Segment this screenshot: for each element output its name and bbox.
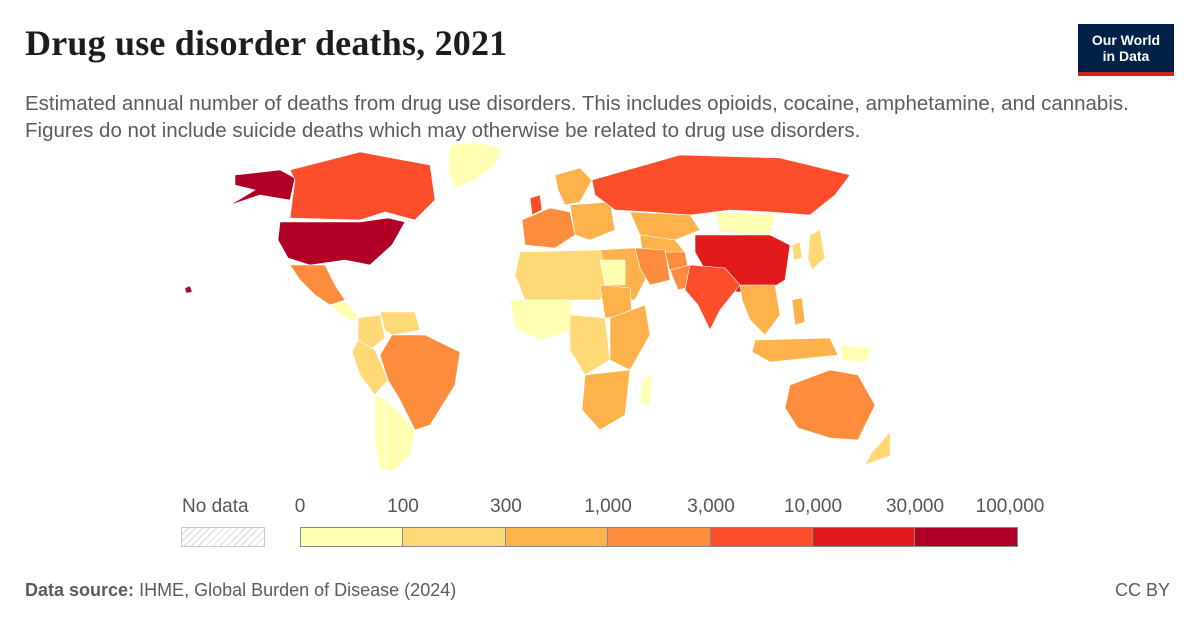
legend-tick-5: 10,000	[783, 496, 843, 517]
owid-logo[interactable]: Our World in Data	[1078, 24, 1174, 76]
map-region-hawaii[interactable]	[184, 285, 193, 294]
map-region-russia[interactable]	[591, 154, 851, 216]
legend-tick-1: 100	[387, 496, 419, 517]
map-region-mongolia[interactable]	[714, 211, 776, 236]
legend-tick-4: 3,000	[687, 496, 735, 517]
chart-subtitle: Estimated annual number of deaths from d…	[25, 92, 1129, 142]
map-region-argentina[interactable]	[384, 397, 416, 470]
map-region-madagascar[interactable]	[639, 374, 653, 406]
map-region-papua-new-guinea[interactable]	[839, 344, 871, 363]
map-region-western-europe[interactable]	[521, 207, 576, 249]
legend-tick-7: 100,000	[975, 496, 1045, 517]
legend-bin-3[interactable]	[608, 527, 711, 547]
map-region-central-america[interactable]	[329, 301, 359, 323]
map-region-mexico[interactable]	[289, 264, 346, 306]
map-region-scandinavia[interactable]	[554, 167, 593, 206]
map-region-brazil[interactable]	[379, 334, 461, 431]
chart-title: Drug use disorder deaths, 2021	[25, 23, 508, 63]
legend-bin-1[interactable]	[403, 527, 506, 547]
map-region-southern-africa[interactable]	[581, 369, 631, 431]
map-region-korea[interactable]	[791, 241, 803, 261]
map-region-philippines[interactable]	[791, 297, 806, 326]
license[interactable]: CC BY	[1114, 580, 1170, 600]
map-region-eastern-europe[interactable]	[569, 201, 616, 241]
legend-no-data-swatch	[181, 527, 265, 547]
legend-tick-0: 0	[294, 496, 306, 517]
data-source-label: Data source:	[25, 580, 135, 600]
legend-bin-6[interactable]	[915, 527, 1018, 547]
map-region-united-kingdom[interactable]	[529, 194, 543, 216]
map-region-canada[interactable]	[289, 151, 436, 221]
map-region-west-africa[interactable]	[509, 299, 576, 341]
legend-bin-4[interactable]	[711, 527, 813, 547]
map-region-united-states[interactable]	[277, 217, 406, 266]
map-region-colombia[interactable]	[357, 314, 386, 351]
legend-frame	[300, 527, 1018, 547]
map-region-alaska[interactable]	[229, 169, 296, 206]
map-region-east-africa[interactable]	[609, 304, 651, 371]
world-map	[184, 141, 890, 470]
legend-bin-5[interactable]	[813, 527, 915, 547]
logo-line-2: in Data	[1102, 48, 1150, 64]
map-region-new-zealand[interactable]	[864, 430, 890, 466]
map-region-kazakhstan[interactable]	[629, 211, 701, 241]
map-region-japan[interactable]	[807, 229, 826, 271]
map-region-central-africa[interactable]	[569, 314, 611, 376]
map-region-greenland[interactable]	[447, 141, 503, 189]
map-region-egypt[interactable]	[599, 259, 626, 286]
data-source-text[interactable]: IHME, Global Burden of Disease (2024)	[139, 580, 457, 600]
legend-bin-0[interactable]	[300, 527, 403, 547]
logo-line-1: Our World	[1091, 32, 1161, 48]
map-region-iran[interactable]	[634, 247, 671, 286]
legend-tick-3: 1,000	[584, 496, 632, 517]
map-region-indonesia[interactable]	[751, 337, 839, 363]
map-region-india[interactable]	[684, 264, 741, 331]
map-region-north-africa[interactable]	[514, 249, 609, 301]
legend-tick-2: 300	[490, 496, 522, 517]
map-region-southeast-asia[interactable]	[739, 284, 781, 336]
map-region-venezuela[interactable]	[379, 311, 421, 336]
data-source: Data source: IHME, Global Burden of Dise…	[25, 580, 456, 601]
legend-no-data-label: No data	[182, 496, 249, 517]
map-region-peru[interactable]	[351, 339, 389, 396]
legend-bin-2[interactable]	[506, 527, 608, 547]
map-region-australia[interactable]	[784, 369, 876, 441]
legend-tick-6: 30,000	[885, 496, 945, 517]
map-region-chile[interactable]	[374, 394, 386, 470]
